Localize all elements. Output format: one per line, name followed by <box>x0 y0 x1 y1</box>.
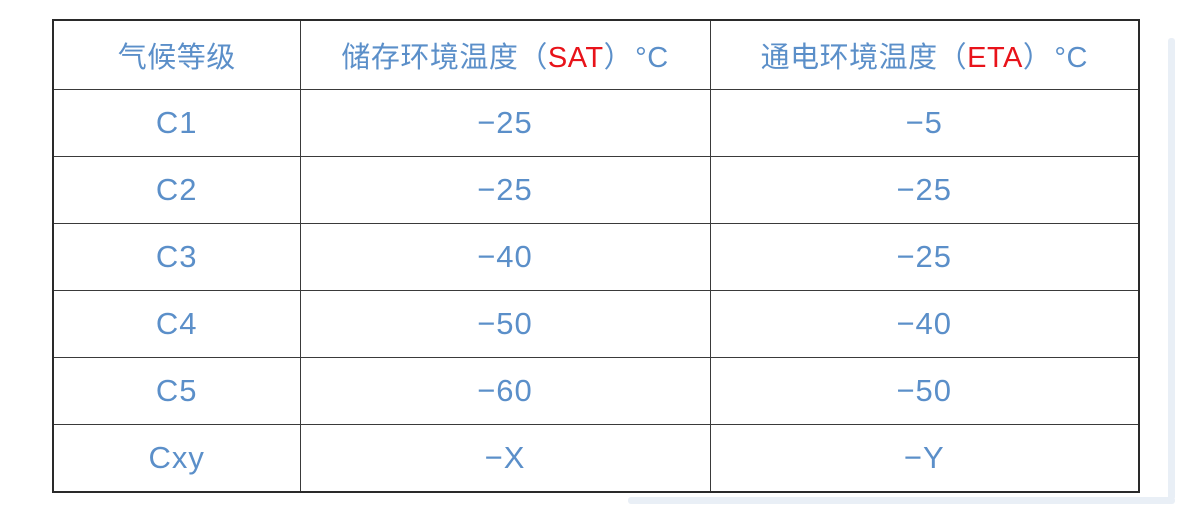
table-row: C4 −50 −40 <box>52 290 1140 358</box>
column-header-storage-paren-open: （ <box>518 42 548 74</box>
column-header-operating-paren-close: ） <box>1022 42 1053 74</box>
table-body: C1 −25 −5 C2 −25 −25 C3 −40 −25 C4 −50 <box>52 89 1140 493</box>
cell-storage-temperature: −25 <box>299 156 711 224</box>
cell-climate-grade: C1 <box>52 89 301 157</box>
cell-storage-temperature: −X <box>299 424 711 493</box>
column-header-operating-unit: °C <box>1054 42 1088 74</box>
column-header-storage-temperature: 储存环境温度（SAT）°C <box>299 19 711 90</box>
table-header: 气候等级 储存环境温度（SAT）°C 通电环境温度（ETA）°C <box>52 19 1140 90</box>
cell-operating-temperature: −40 <box>709 290 1140 358</box>
climate-grade-table-wrapper: 气候等级 储存环境温度（SAT）°C 通电环境温度（ETA）°C C1 −25 … <box>52 19 1140 493</box>
cell-climate-grade: C3 <box>52 223 301 291</box>
column-header-storage-paren-close: ） <box>603 42 634 74</box>
cell-operating-temperature: −Y <box>709 424 1140 493</box>
table-row: C3 −40 −25 <box>52 223 1140 291</box>
column-header-operating-temperature: 通电环境温度（ETA）°C <box>709 19 1140 90</box>
column-header-operating-abbr: ETA <box>967 42 1023 74</box>
table-header-row: 气候等级 储存环境温度（SAT）°C 通电环境温度（ETA）°C <box>52 19 1140 90</box>
climate-grade-table: 气候等级 储存环境温度（SAT）°C 通电环境温度（ETA）°C C1 −25 … <box>52 19 1140 493</box>
column-header-storage-unit: °C <box>635 42 669 74</box>
cell-climate-grade: Cxy <box>52 424 301 493</box>
cell-climate-grade: C5 <box>52 357 301 425</box>
column-header-operating-paren-open: （ <box>937 42 968 74</box>
cell-storage-temperature: −40 <box>299 223 711 291</box>
cell-operating-temperature: −50 <box>709 357 1140 425</box>
cell-operating-temperature: −25 <box>709 223 1140 291</box>
column-header-storage-temperature-label: 储存环境温度 <box>341 42 519 74</box>
right-edge-accent-bar <box>1168 38 1175 500</box>
column-header-storage-abbr: SAT <box>547 42 604 74</box>
bottom-edge-accent-bar <box>628 497 1175 504</box>
column-header-operating-temperature-label: 通电环境温度 <box>760 42 938 74</box>
column-header-climate-grade: 气候等级 <box>52 19 301 90</box>
table-row: Cxy −X −Y <box>52 424 1140 493</box>
cell-operating-temperature: −5 <box>709 89 1140 157</box>
cell-storage-temperature: −25 <box>299 89 711 157</box>
cell-storage-temperature: −60 <box>299 357 711 425</box>
table-row: C2 −25 −25 <box>52 156 1140 224</box>
cell-climate-grade: C2 <box>52 156 301 224</box>
column-header-climate-grade-label: 气候等级 <box>117 42 236 74</box>
table-row: C5 −60 −50 <box>52 357 1140 425</box>
cell-climate-grade: C4 <box>52 290 301 358</box>
cell-storage-temperature: −50 <box>299 290 711 358</box>
table-row: C1 −25 −5 <box>52 89 1140 157</box>
cell-operating-temperature: −25 <box>709 156 1140 224</box>
